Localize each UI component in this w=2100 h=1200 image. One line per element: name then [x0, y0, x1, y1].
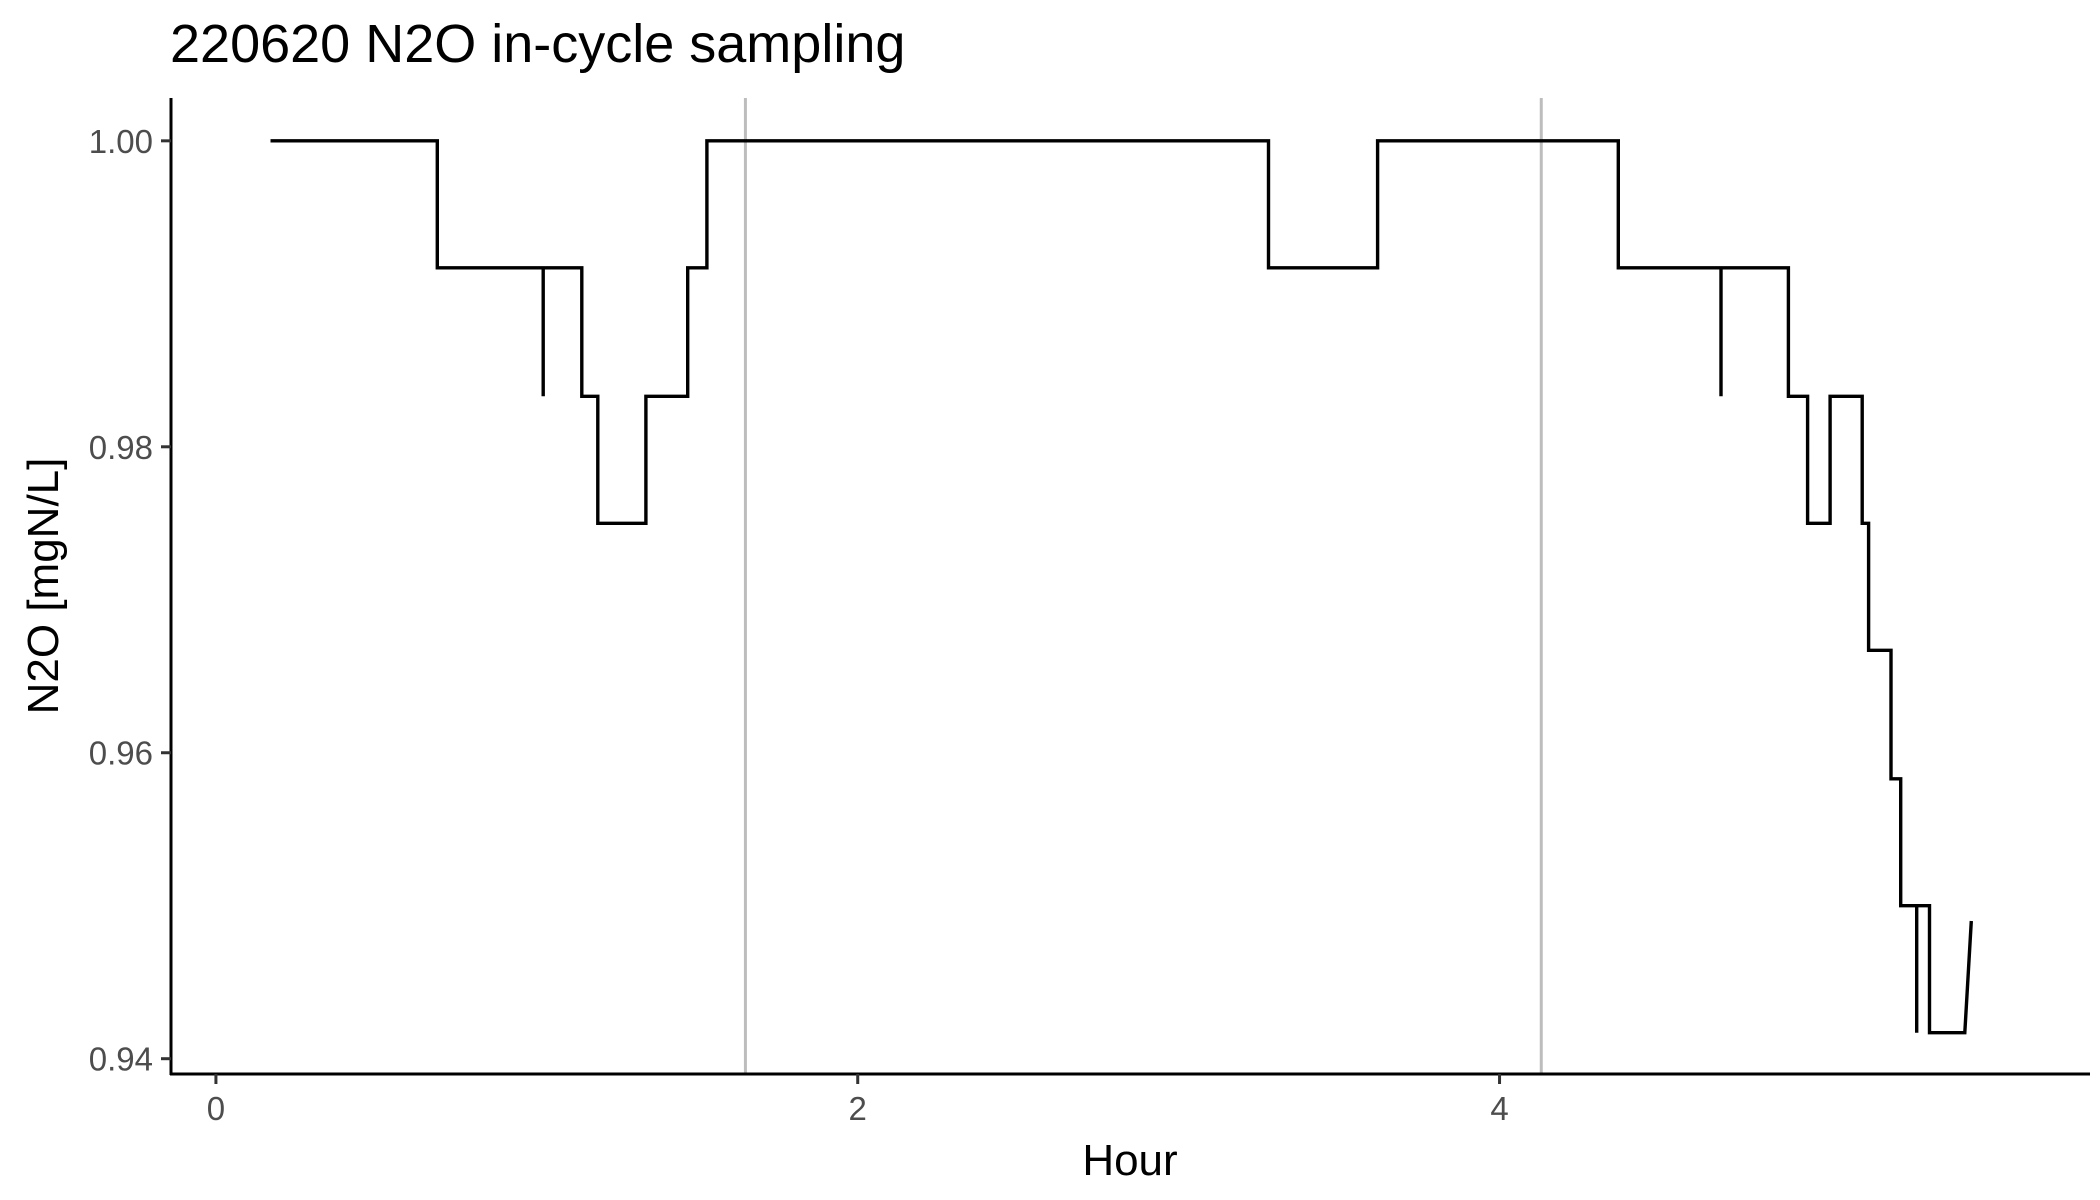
reference-lines [743, 98, 1543, 1074]
x-axis-ticks: 0 2 4 [207, 1074, 1509, 1127]
x-tick-label: 4 [1490, 1090, 1508, 1127]
y-tick-label: 0.96 [89, 735, 153, 772]
chart-title: 220620 N2O in-cycle sampling [170, 14, 905, 74]
x-tick-label: 2 [849, 1090, 867, 1127]
y-tick-label: 1.00 [89, 123, 153, 160]
series-line [270, 139, 1973, 1035]
y-axis-title: N2O [mgN/L] [19, 458, 68, 715]
x-axis-title: Hour [1082, 1136, 1177, 1185]
y-axis-ticks: 0.94 0.96 0.98 1.00 [89, 123, 171, 1078]
y-tick-label: 0.94 [89, 1041, 153, 1078]
x-tick-label: 0 [207, 1090, 225, 1127]
y-tick-label: 0.98 [89, 429, 153, 466]
